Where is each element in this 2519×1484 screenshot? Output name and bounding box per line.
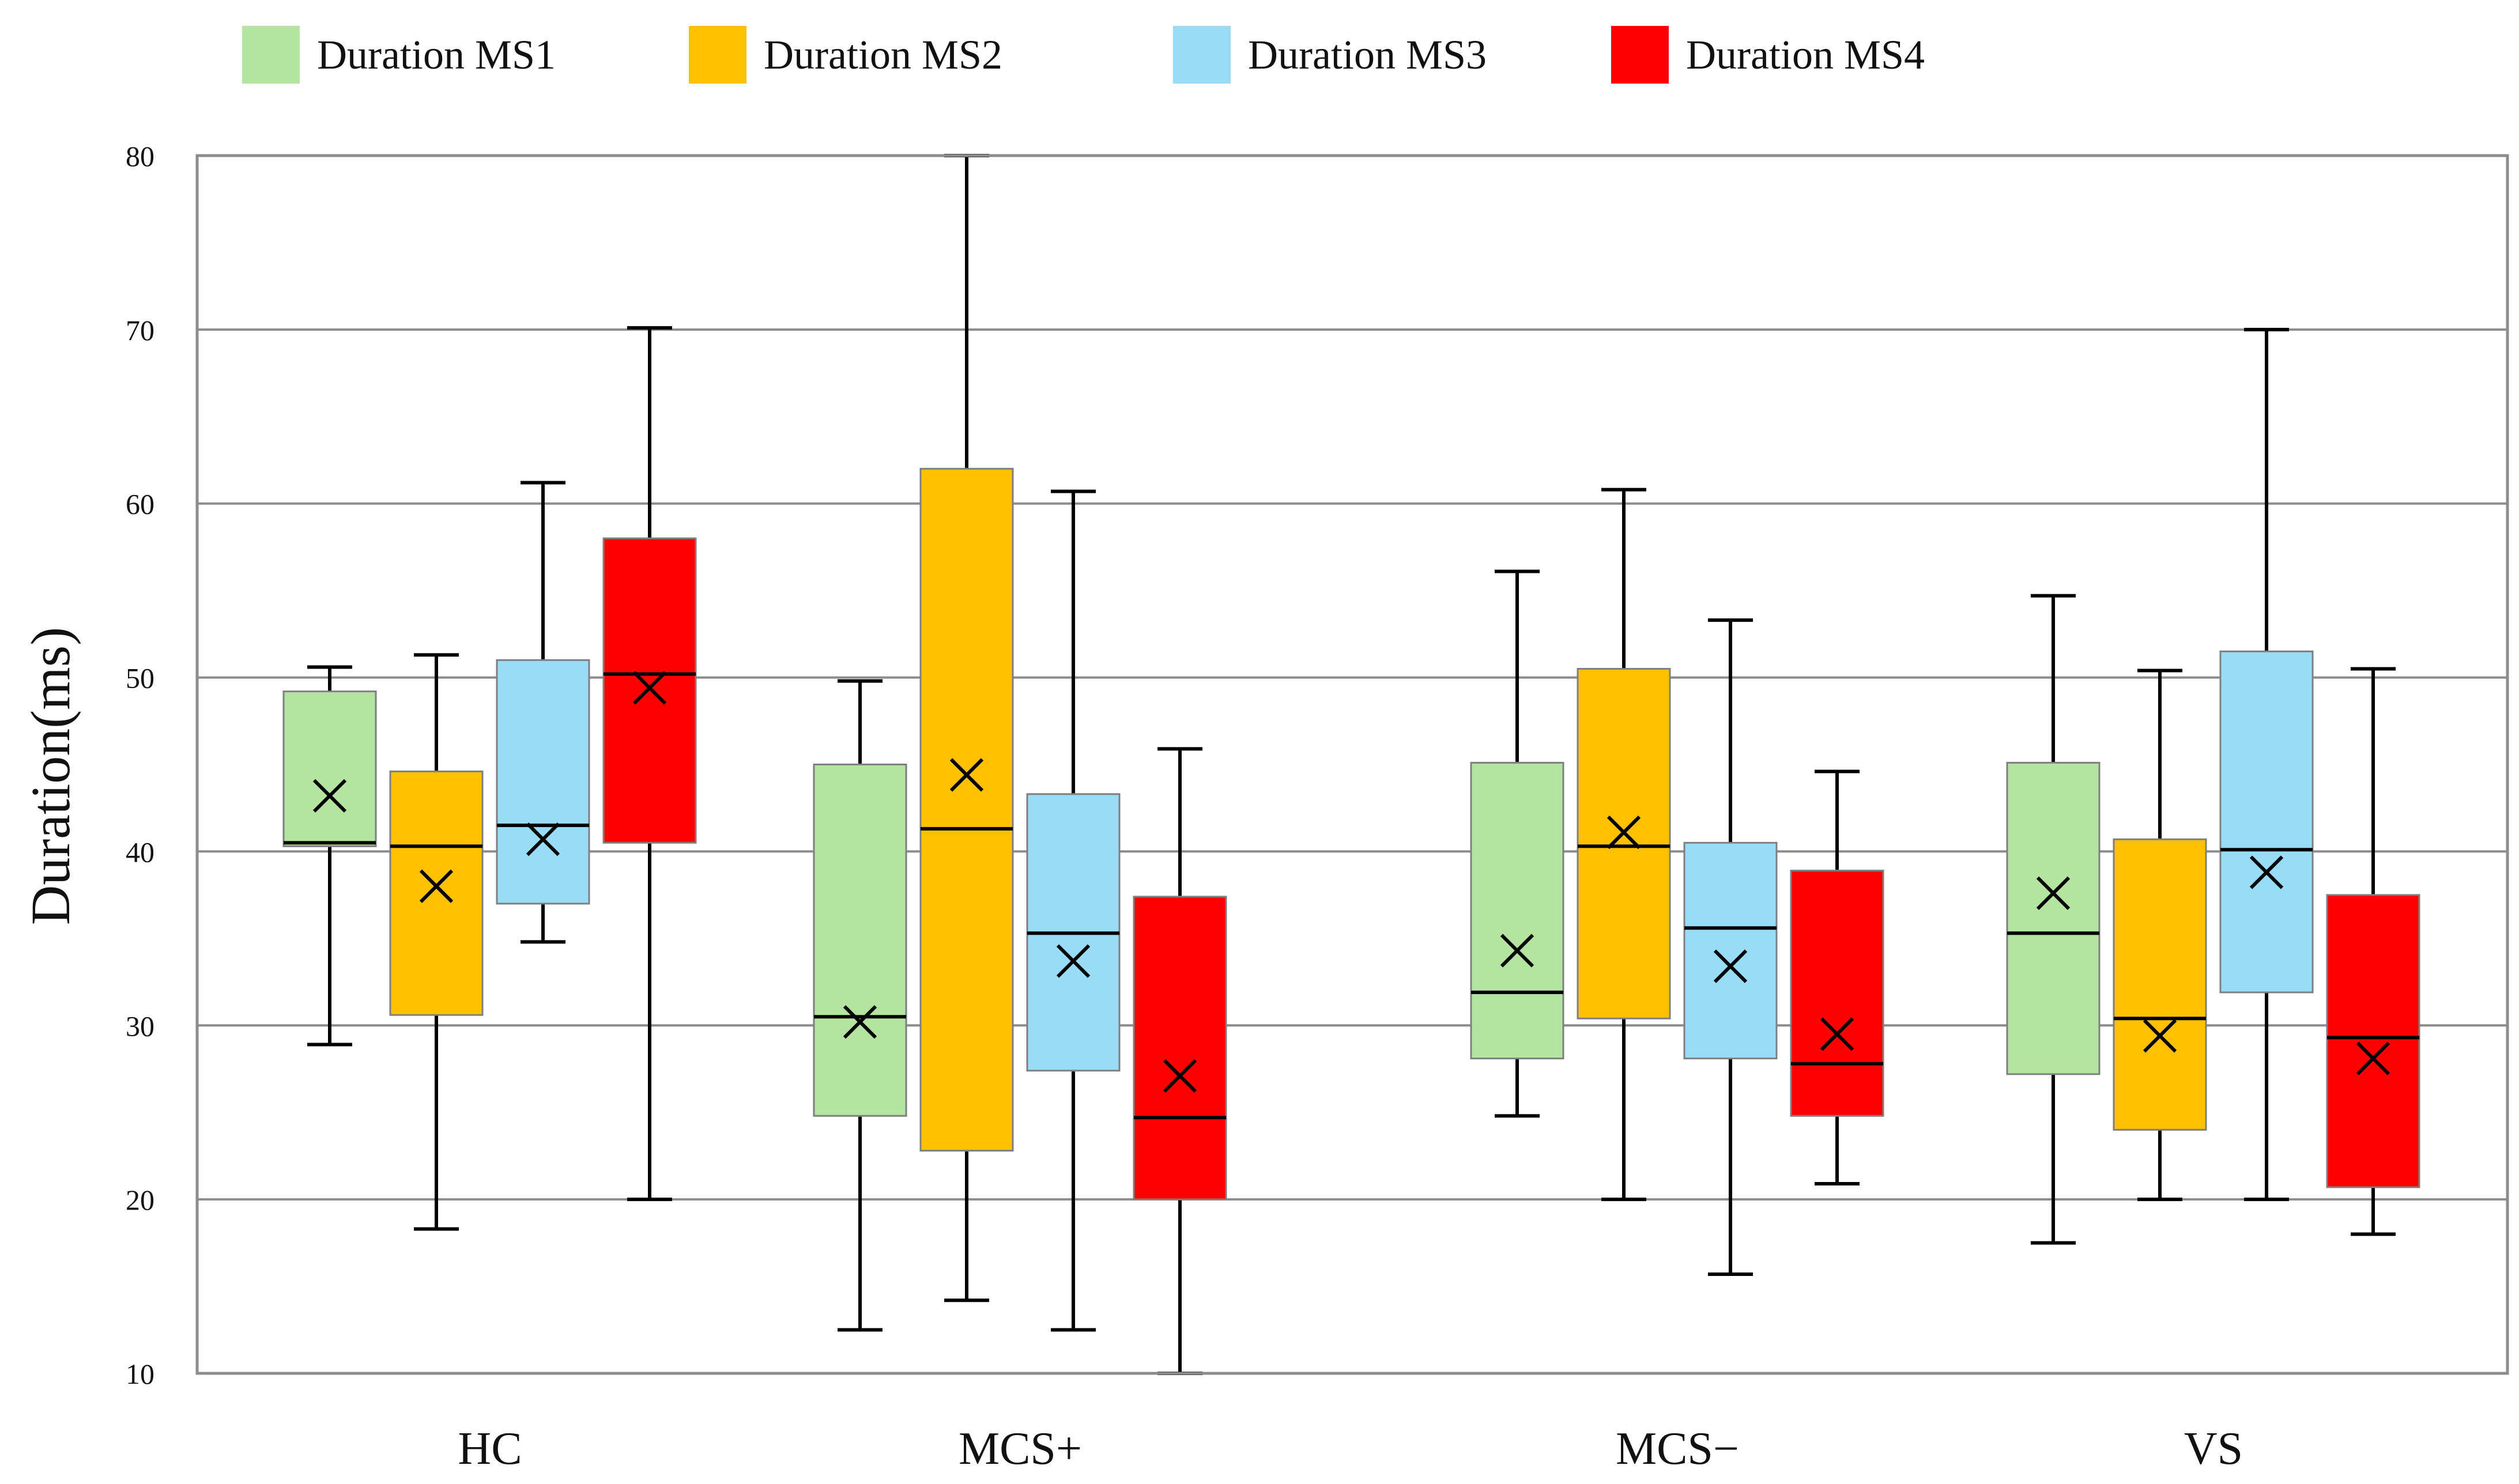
legend-item-ms2: Duration MS2 (689, 23, 1002, 86)
y-tick-label-50: 50 (126, 662, 154, 694)
box (1577, 667, 1671, 1019)
mean-marker-b (843, 1005, 877, 1039)
mean-marker-b (1056, 944, 1091, 978)
y-tick-label-80: 80 (126, 140, 154, 172)
legend-swatch-ms3 (1173, 26, 1231, 84)
mean-marker-b (419, 869, 454, 903)
y-tick-label-10: 10 (126, 1358, 154, 1390)
boxplot-MCS-ms2 (1577, 488, 1671, 1202)
box (496, 659, 590, 905)
boxplot-MCS-ms3 (1026, 489, 1121, 1332)
mean-marker-b (312, 779, 347, 813)
mean-marker-b (1607, 815, 1641, 849)
box (282, 690, 377, 847)
mean-marker-b (1713, 949, 1748, 983)
boxplot-VS-ms4 (2326, 667, 2420, 1236)
box (2219, 650, 2314, 994)
legend-label-ms4: Duration MS4 (1686, 31, 1925, 78)
legend-swatch-ms2 (689, 26, 746, 84)
mean-marker-b (2249, 855, 2284, 889)
y-tick-label-20: 20 (126, 1184, 154, 1216)
legend-item-ms4: Duration MS4 (1611, 23, 1925, 86)
box (2326, 894, 2420, 1188)
box (2113, 838, 2207, 1131)
mean-marker-b (2143, 1019, 2177, 1053)
y-tick-label-30: 30 (126, 1010, 154, 1042)
boxplot-VS-ms1 (2006, 594, 2101, 1245)
mean-marker-b (2036, 876, 2071, 910)
plot-frame (195, 154, 2509, 1375)
box (1133, 896, 1227, 1200)
mean-marker-b (1820, 1017, 1854, 1051)
box (1683, 841, 1778, 1060)
box-layer (282, 154, 2420, 1375)
boxplot-MCS-ms1 (1470, 569, 1564, 1118)
boxplot-HC-ms3 (496, 481, 590, 944)
boxplot-HC-ms1 (282, 665, 377, 1047)
x-category-label-2: MCS− (1616, 1423, 1739, 1474)
x-category-label-1: MCS+ (959, 1423, 1082, 1474)
x-category-label-3: VS (2184, 1423, 2243, 1474)
legend-swatch-ms1 (242, 26, 300, 84)
legend-label-ms1: Duration MS1 (317, 31, 556, 78)
y-tick-label-60: 60 (126, 488, 154, 520)
box (1790, 870, 1884, 1117)
mean-marker-b (1163, 1059, 1197, 1093)
boxplot-HC-ms4 (602, 326, 697, 1202)
box (813, 764, 907, 1117)
boxplot-MCS-ms3 (1683, 618, 1778, 1276)
boxplot-VS-ms2 (2113, 669, 2207, 1202)
legend-label-ms3: Duration MS3 (1248, 31, 1487, 78)
boxplot-MCS-ms2 (919, 154, 1014, 1302)
legend-swatch-ms4 (1611, 26, 1669, 84)
legend: Duration MS1 Duration MS2 Duration MS3 D… (0, 23, 2519, 86)
mean-marker-b (2356, 1041, 2390, 1075)
y-tick-label-70: 70 (126, 314, 154, 346)
y-tick-label-40: 40 (126, 836, 154, 868)
legend-item-ms3: Duration MS3 (1173, 23, 1487, 86)
legend-item-ms1: Duration MS1 (242, 23, 556, 86)
y-axis-label: Duration(ms) (20, 627, 81, 925)
box (2006, 761, 2101, 1075)
box (919, 467, 1014, 1152)
boxplot-MCS-ms4 (1133, 747, 1227, 1375)
boxplot-MCS-ms1 (813, 679, 907, 1332)
boxplot-VS-ms3 (2219, 327, 2314, 1202)
axis-layer: 10 20 30 40 50 60 70 80 Duration(ms) HC MCS+ MCS− VS (20, 140, 2509, 1474)
box (602, 537, 697, 844)
mean-marker-b (949, 758, 984, 792)
box (1470, 761, 1564, 1060)
legend-label-ms2: Duration MS2 (764, 31, 1002, 78)
boxplot-MCS-ms4 (1790, 769, 1884, 1185)
x-category-label-0: HC (458, 1423, 522, 1474)
boxplot-HC-ms2 (389, 653, 484, 1231)
box (389, 771, 484, 1016)
mean-marker-b (1500, 934, 1534, 968)
mean-marker-b (526, 822, 560, 856)
mean-marker-b (632, 671, 667, 705)
